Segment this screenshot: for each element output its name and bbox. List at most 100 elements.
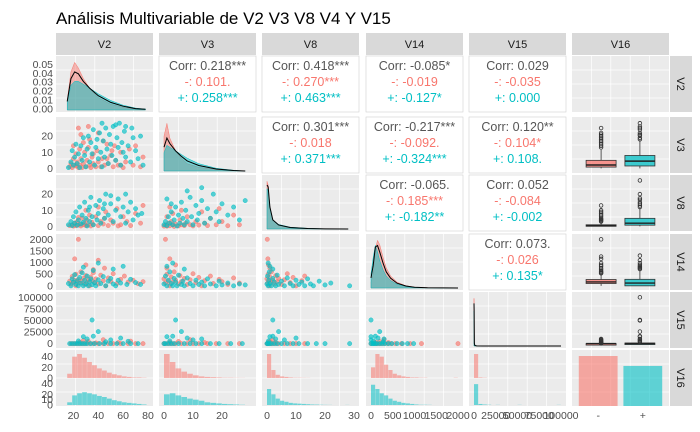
point-v8-v3-pos	[174, 223, 180, 229]
point-v15-v2-pos	[92, 341, 97, 347]
point-v14-v3-pos	[180, 278, 186, 284]
point-v8-v2-pos	[76, 217, 81, 223]
point-v8-v2-pos	[98, 220, 104, 226]
hist-bar-v15-pos	[478, 403, 483, 405]
corr-total-label: Corr: -0.065.	[379, 178, 449, 192]
boxplot-box-v3-neg	[585, 159, 617, 168]
y-tick-label: 0.00	[33, 104, 54, 116]
point-v8-v2-pos	[110, 219, 116, 224]
point-v14-v3-neg	[167, 256, 173, 262]
point-v3-v2-pos	[73, 141, 79, 147]
corr-total-label: Corr: 0.418***	[272, 59, 349, 73]
point-v8-v2-neg	[138, 220, 143, 226]
boxplot-outlier-v3-pos	[637, 121, 643, 126]
point-v8-v2-pos	[103, 191, 109, 197]
hist-bar-v14-neg	[375, 354, 380, 378]
point-v15-v3-pos	[187, 341, 193, 347]
hist-bar-v2-neg	[77, 354, 82, 378]
hist-bar-v3-pos	[233, 404, 240, 405]
point-v8-v3-neg	[178, 207, 184, 213]
point-v15-v14-pos	[371, 338, 377, 344]
hist-bar-v2-neg	[116, 375, 122, 378]
point-v14-v8-pos	[290, 283, 296, 289]
point-v14-v2-pos	[95, 260, 101, 266]
point-v8-v3-pos	[205, 206, 210, 212]
bar-v16-neg	[578, 356, 618, 406]
point-v3-v2-pos	[84, 146, 90, 152]
point-v14-v2-pos	[93, 283, 99, 289]
point-v8-v2-pos	[100, 206, 106, 212]
point-v8-v3-neg	[196, 222, 202, 228]
point-v14-v8-pos	[276, 282, 281, 287]
hist-bar-v2-neg	[136, 377, 142, 378]
hist-bar-v8-pos	[280, 400, 285, 405]
hist-bar-v8-pos	[293, 403, 298, 405]
y-tick-label: 25000	[24, 327, 53, 339]
boxplot-outlier-v15-pos	[637, 329, 643, 334]
corr-total-label: Corr: 0.029	[486, 59, 549, 73]
point-v3-v2-pos	[118, 162, 124, 168]
point-v14-v3-pos	[165, 277, 171, 283]
x-tick-label: 10	[187, 410, 199, 422]
point-v3-v2-pos	[72, 154, 78, 160]
point-v8-v3-pos	[202, 220, 208, 226]
point-v14-v2-pos	[72, 272, 78, 278]
point-v14-v3-pos	[202, 283, 208, 289]
y-tick-label: 2000	[30, 234, 54, 246]
point-v3-v2-neg	[76, 125, 81, 131]
point-v3-v2-pos	[120, 149, 126, 155]
strip-right-label-v16: V16	[674, 368, 686, 388]
point-v14-v3-neg	[163, 236, 168, 242]
point-v15-v3-pos	[176, 341, 181, 347]
hist-bar-v14-neg	[397, 375, 402, 378]
hist-bar-v2-neg	[72, 356, 77, 378]
boxplot-outlier-v14-pos	[637, 262, 643, 268]
point-v15-v14-pos	[380, 339, 386, 345]
boxplot-outlier-v8-pos	[637, 197, 643, 202]
boxplot-outlier-v3-neg	[598, 130, 604, 136]
point-v8-v3-neg	[225, 223, 231, 229]
x-tick-label: 25000	[481, 410, 510, 422]
point-v8-v2-neg	[115, 223, 121, 229]
hist-bar-v8-pos	[271, 394, 276, 405]
boxplot-outlier-v3-neg	[598, 125, 604, 131]
hist-bar-v2-neg	[102, 370, 107, 378]
point-v15-v3-pos	[193, 341, 199, 347]
point-v14-v3-pos	[190, 283, 196, 289]
x-tick-label: 1000	[403, 410, 427, 422]
point-v8-v3-pos	[170, 222, 176, 228]
point-v14-v3-pos	[181, 266, 187, 272]
x-tick-label: 20	[319, 410, 331, 422]
point-v3-v2-pos	[69, 148, 75, 154]
point-v14-v8-pos	[293, 277, 299, 283]
hist-bar-v3-pos	[216, 403, 222, 405]
point-v8-v3-pos	[178, 199, 184, 205]
point-v15-v8-pos	[347, 341, 353, 347]
point-v8-v3-pos	[168, 209, 174, 215]
point-v8-v2-neg	[103, 209, 109, 215]
point-v15-v2-pos	[84, 336, 90, 342]
point-v14-v3-neg	[207, 273, 213, 279]
y-tick-label: 0	[47, 280, 53, 292]
point-v3-v2-neg	[78, 132, 84, 137]
point-v15-v8-pos	[279, 341, 284, 347]
strip-right-v16	[670, 350, 692, 406]
point-v8-v2-pos	[95, 211, 101, 216]
point-v8-v3-pos	[213, 209, 219, 215]
hist-bar-v3-pos	[175, 395, 182, 405]
point-v8-v2-pos	[108, 201, 114, 207]
strip-top-label-v16: V16	[611, 39, 631, 51]
point-v8-v2-pos	[89, 214, 95, 220]
point-v15-v2-pos	[80, 334, 86, 340]
hist-bar-v3-neg	[175, 368, 182, 378]
point-v8-v2-pos	[123, 191, 129, 197]
point-v8-v2-pos	[77, 204, 83, 210]
strip-right-v2	[670, 56, 692, 112]
point-v14-v8-neg	[264, 236, 270, 242]
y-tick-label: 0.05	[33, 59, 54, 71]
chart-title: Análisis Multivariable de V2 V3 V8 V4 Y …	[56, 9, 391, 28]
point-v8-v3-pos	[231, 204, 237, 210]
point-v14-v2-pos	[95, 277, 101, 283]
point-v14-v2-neg	[102, 265, 107, 271]
